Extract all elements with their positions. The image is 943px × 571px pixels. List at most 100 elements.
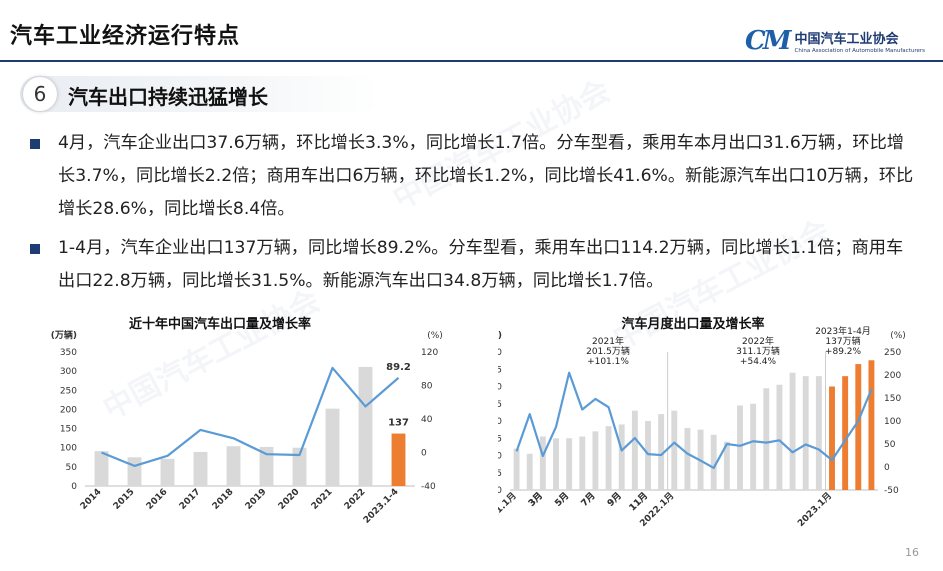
annual-summary-annotation: 2023年1-4月 137万辆+89.2%	[815, 325, 871, 357]
bar	[259, 446, 274, 486]
y-tick-label: 250	[60, 386, 77, 396]
header-divider	[0, 60, 943, 62]
bar	[645, 421, 651, 490]
logo-mark-icon: CM	[745, 26, 792, 56]
y2-axis-unit-label: (%)	[427, 331, 443, 341]
bar	[789, 372, 796, 490]
y-tick-label: 200	[60, 405, 77, 415]
x-tick-label: 5月	[553, 490, 572, 509]
y2-tick-label: 200	[884, 371, 901, 381]
x-tick-label: 11月	[627, 490, 650, 513]
bar	[553, 438, 559, 490]
y-tick-label: 50	[66, 463, 78, 473]
bar	[737, 405, 743, 490]
x-tick-label: 2018	[211, 487, 236, 512]
monthly-export-chart: 汽车月度出口量及增长率 (万辆) (%) 0 5 10 15 20 25 30 35 40 -50 0 50…	[498, 316, 906, 529]
y-tick-label: 30	[498, 383, 502, 393]
y-tick-label: 10	[498, 452, 502, 462]
y2-tick-label: 120	[421, 348, 438, 358]
y2-tick-label: -50	[884, 486, 899, 496]
annotation-line: 201.5万辆	[586, 345, 630, 357]
y2-tick-label: 0	[421, 449, 427, 459]
annual-export-chart: 近十年中国汽车出口量及增长率 (万辆) (%) 0 50 100 150 200 250 300 3…	[51, 316, 443, 526]
bar	[618, 424, 625, 490]
bar	[631, 410, 638, 490]
chart-title: 汽车月度出口量及增长率	[621, 316, 764, 332]
bar	[605, 426, 612, 490]
x-tick-label: 2014	[79, 487, 104, 512]
section-number: 6	[23, 77, 57, 111]
x-tick-label: 2022	[343, 487, 368, 512]
bullet-item: 1-4月，汽车企业出口137万辆，同比增长89.2%。分车型看，乘用车出口114…	[30, 232, 920, 298]
bullet-text: 4月，汽车企业出口37.6万辆，环比增长3.3%，同比增长1.7倍。分车型看，乘…	[58, 133, 914, 219]
page-number: 16	[905, 546, 919, 559]
x-tick-label: 9月	[605, 490, 624, 509]
bar	[193, 451, 208, 486]
annotation-line: 2023年1-4月	[815, 325, 871, 337]
y-tick-label: 0	[71, 482, 77, 492]
x-tick-label: 2015	[112, 487, 137, 512]
annotation-line: 2022年	[742, 335, 774, 347]
bar	[325, 408, 340, 486]
section-title: 汽车出口持续迅猛增长	[68, 85, 268, 109]
bar	[842, 376, 849, 490]
bullet-list: 4月，汽车企业出口37.6万辆，环比增长3.3%，同比增长1.7倍。分车型看，乘…	[30, 127, 920, 298]
y-tick-label: 15	[498, 434, 502, 444]
annotation-line: +101.1%	[587, 357, 629, 367]
bullet-item: 4月，汽车企业出口37.6万辆，环比增长3.3%，同比增长1.7倍。分车型看，乘…	[30, 127, 920, 226]
x-tick-label: 2020	[277, 487, 302, 512]
data-label: 89.2	[386, 362, 411, 373]
association-logo: CM 中国汽车工业协会 China Association of Automob…	[745, 26, 925, 56]
annotation-line: +89.2%	[825, 347, 862, 357]
y2-tick-label: -40	[421, 482, 436, 492]
x-tick-label: 2019	[244, 487, 269, 512]
x-tick-label: 2016	[145, 487, 170, 512]
annual-summary-annotation: 2022年 311.1万辆+54.4%	[736, 335, 780, 367]
bar	[358, 366, 373, 486]
bullet-square-icon	[30, 244, 40, 254]
bullet-square-icon	[30, 139, 40, 149]
annotation-line: +54.4%	[740, 357, 777, 367]
bar	[513, 448, 520, 490]
page-title: 汽车工业经济运行特点	[10, 24, 241, 49]
y-tick-label: 300	[60, 367, 77, 377]
bar	[94, 451, 109, 486]
bar	[592, 431, 599, 490]
annotation-line: 311.1万辆	[736, 345, 780, 357]
x-tick-label: 2021	[310, 487, 335, 512]
y-axis-unit-label: (万辆)	[498, 329, 502, 341]
annual-summary-annotation: 2021年 201.5万辆+101.1%	[586, 335, 630, 367]
bar	[226, 446, 241, 486]
growth-rate-line	[515, 371, 873, 470]
y2-axis-unit-label: (%)	[890, 331, 906, 341]
y-tick-label: 350	[60, 348, 77, 358]
bar	[829, 386, 835, 490]
y-tick-label: 35	[498, 365, 502, 375]
y-axis-unit-label: (万辆)	[51, 329, 77, 341]
x-tick-label: 2017	[178, 487, 203, 512]
x-tick-label: 2023.1-4	[362, 487, 401, 526]
y2-tick-label: 40	[421, 415, 433, 425]
chart-title: 近十年中国汽车出口量及增长率	[129, 316, 311, 332]
annotation-line: 2021年	[592, 335, 624, 347]
bar	[868, 360, 875, 490]
bar	[750, 403, 757, 490]
y2-tick-label: 80	[421, 382, 433, 392]
y-tick-label: 0	[498, 486, 502, 496]
x-tick-label: 3月	[526, 490, 545, 509]
section-header	[20, 76, 380, 112]
bullet-text: 1-4月，汽车企业出口137万辆，同比增长89.2%。分车型看，乘用车出口114…	[58, 238, 904, 291]
bar	[802, 376, 809, 490]
y-tick-label: 5	[498, 469, 502, 479]
x-tick-label: 7月	[579, 490, 598, 509]
y2-tick-label: 250	[884, 348, 901, 358]
bar	[684, 427, 691, 490]
growth-rate-line	[101, 366, 400, 467]
bar	[539, 436, 546, 490]
y2-tick-label: 150	[884, 394, 901, 404]
y2-tick-label: 100	[884, 417, 901, 427]
bar	[658, 414, 665, 490]
bar	[776, 384, 783, 490]
data-label: 137	[388, 418, 409, 429]
bar	[671, 410, 678, 490]
